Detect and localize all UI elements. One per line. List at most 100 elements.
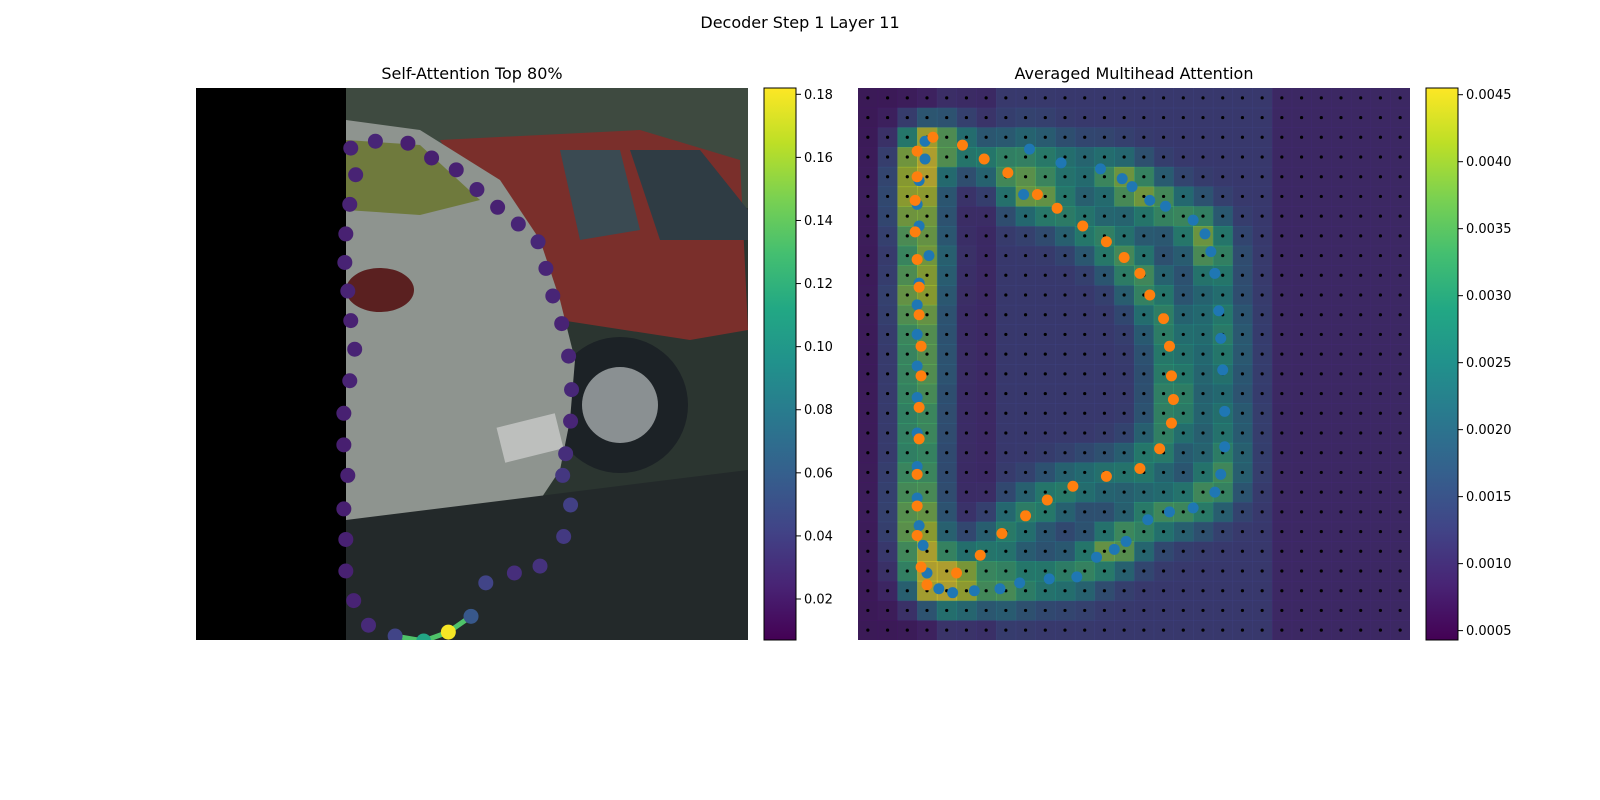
blue-point (1187, 502, 1199, 514)
grid-dot (1181, 115, 1185, 120)
grid-dot (1299, 628, 1304, 632)
grid-dot (1161, 431, 1166, 435)
grid-dot (1142, 96, 1146, 100)
figure-suptitle: Decoder Step 1 Layer 11 (700, 13, 900, 32)
grid-dot (1201, 628, 1205, 632)
grid-dot (1004, 372, 1008, 376)
grid-dot (945, 569, 949, 573)
grid-dot (1181, 96, 1185, 100)
grid-dot (1063, 175, 1067, 179)
grid-dot (1280, 529, 1284, 534)
grid-dot (1142, 569, 1146, 573)
grid-dot (1142, 529, 1146, 534)
grid-dot (1221, 234, 1225, 238)
blue-point (1215, 468, 1227, 480)
grid-dot (905, 214, 909, 218)
grid-dot (1083, 549, 1087, 553)
grid-dot (945, 313, 949, 317)
grid-dot (1359, 490, 1363, 494)
grid-dot (1319, 96, 1323, 100)
grid-dot (1240, 115, 1245, 120)
attention-point (538, 260, 554, 276)
multihead-attention-axes (858, 88, 1410, 640)
grid-dot (1122, 451, 1126, 455)
grid-dot (1102, 529, 1107, 534)
grid-dot (1161, 115, 1166, 120)
attention-point (346, 593, 362, 609)
blue-point (1187, 214, 1199, 226)
black-padding (196, 88, 346, 640)
grid-dot (1161, 253, 1166, 258)
grid-dot (1299, 549, 1304, 553)
grid-dot (1339, 608, 1343, 613)
grid-dot (1181, 549, 1185, 553)
grid-dot (964, 549, 969, 553)
attention-point (564, 382, 580, 398)
grid-dot (1142, 352, 1146, 356)
grid-dot (905, 155, 909, 159)
attention-point (554, 316, 570, 332)
attention-point (561, 348, 577, 364)
grid-dot (905, 628, 909, 632)
grid-dot (1083, 273, 1087, 277)
grid-dot (1043, 589, 1047, 593)
orange-point (1051, 202, 1063, 214)
blue-point (1144, 194, 1156, 206)
grid-dot (905, 313, 909, 317)
grid-dot (1398, 175, 1402, 179)
grid-dot (1043, 313, 1047, 317)
grid-dot (1063, 411, 1067, 415)
grid-dot (1221, 115, 1225, 120)
grid-dot (1083, 115, 1087, 120)
blue-point (1014, 577, 1026, 589)
grid-dot (1339, 549, 1343, 553)
grid-dot (1240, 569, 1245, 573)
grid-dot (866, 115, 870, 120)
grid-dot (1221, 490, 1225, 494)
grid-dot (925, 234, 929, 238)
blue-point (1055, 157, 1067, 169)
grid-dot (964, 431, 969, 435)
grid-dot (945, 332, 949, 337)
grid-dot (1063, 115, 1067, 120)
grid-dot (1181, 293, 1185, 297)
grid-dot (1004, 194, 1008, 199)
grid-dot (1339, 194, 1343, 199)
grid-dot (1161, 273, 1166, 277)
grid-dot (1260, 155, 1264, 159)
grid-dot (1043, 293, 1047, 297)
grid-dot (1339, 155, 1343, 159)
left-colorbar-ticks: 0.02 0.04 0.06 0.08 0.10 0.12 0.14 0.16 0.18 (796, 88, 833, 607)
grid-dot (1201, 214, 1205, 218)
grid-dot (1221, 135, 1225, 139)
grid-dot (1063, 96, 1067, 100)
orange-point (911, 171, 923, 183)
grid-dot (1221, 549, 1225, 553)
attention-point (490, 199, 506, 215)
blue-point (911, 392, 923, 404)
grid-dot (905, 194, 909, 199)
grid-dot (1221, 608, 1225, 613)
grid-dot (866, 431, 870, 435)
grid-dot (1280, 510, 1284, 514)
grid-dot (1339, 431, 1343, 435)
grid-dot (866, 352, 870, 356)
attention-point (336, 405, 352, 421)
grid-dot (1378, 253, 1383, 258)
blue-point (1199, 228, 1211, 240)
grid-dot (1240, 411, 1245, 415)
grid-dot (925, 411, 929, 415)
orange-point (1020, 510, 1032, 522)
grid-dot (964, 470, 969, 475)
grid-dot (1339, 273, 1343, 277)
grid-dot (1142, 214, 1146, 218)
grid-dot (866, 155, 870, 159)
grid-dot (1043, 234, 1047, 238)
colorbar-tick-label: 0.0010 (1466, 557, 1512, 572)
grid-dot (1299, 589, 1304, 593)
grid-dot (1280, 451, 1284, 455)
grid-dot (1240, 589, 1245, 593)
grid-dot (885, 175, 890, 179)
grid-dot (1004, 391, 1008, 396)
grid-dot (1023, 352, 1028, 356)
